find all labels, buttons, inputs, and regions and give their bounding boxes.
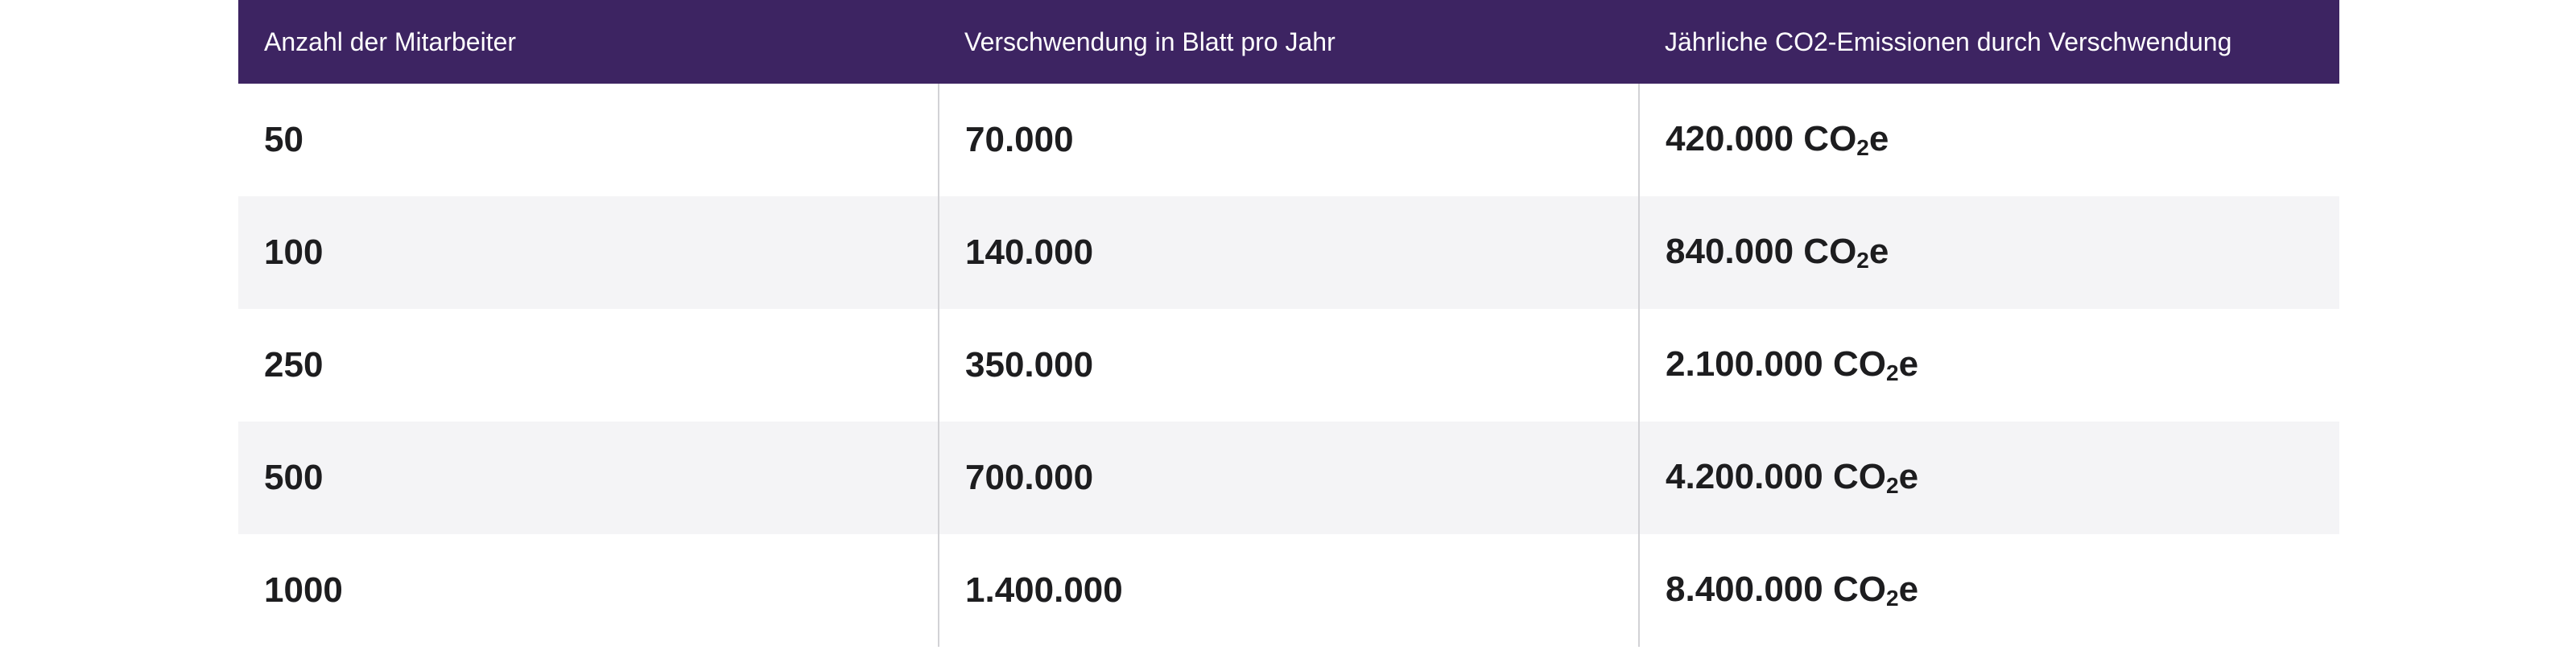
unit-suffix: e (1898, 457, 1919, 496)
unit-suffix: e (1868, 119, 1889, 158)
unit-sub: 2 (1885, 586, 1899, 611)
cell-employees: 1000 (238, 534, 939, 647)
cell-emissions: 4.200.000 CO2e (1638, 422, 2339, 534)
emissions-value: 4.200.000 (1666, 457, 1823, 496)
emissions-value: 2.100.000 (1666, 344, 1823, 384)
cell-sheets: 350.000 (938, 309, 1639, 422)
unit-prefix: CO (1832, 344, 1886, 384)
emissions-value: 8.400.000 (1666, 570, 1823, 609)
header-annual-co2: Jährliche CO2-Emissionen durch Verschwen… (1639, 0, 2339, 84)
table-header-row: Anzahl der Mitarbeiter Verschwendung in … (238, 0, 2339, 84)
cell-sheets: 70.000 (938, 84, 1639, 196)
cell-employees: 500 (238, 422, 939, 534)
table-row: 1000 1.400.000 8.400.000 CO2e (238, 534, 2339, 647)
unit-prefix: CO (1803, 119, 1857, 158)
unit-suffix: e (1898, 570, 1919, 609)
cell-employees: 50 (238, 84, 939, 196)
table-row: 250 350.000 2.100.000 CO2e (238, 309, 2339, 422)
unit-suffix: e (1868, 232, 1889, 271)
unit-suffix: e (1898, 344, 1919, 384)
unit-sub: 2 (1856, 135, 1869, 160)
cell-emissions: 840.000 CO2e (1638, 196, 2339, 309)
co2-waste-table: Anzahl der Mitarbeiter Verschwendung in … (238, 0, 2339, 647)
table-row: 100 140.000 840.000 CO2e (238, 196, 2339, 309)
emissions-value: 420.000 (1666, 119, 1794, 158)
table-row: 50 70.000 420.000 CO2e (238, 84, 2339, 196)
header-sheets-per-year: Verschwendung in Blatt pro Jahr (939, 0, 1639, 84)
cell-emissions: 2.100.000 CO2e (1638, 309, 2339, 422)
cell-emissions: 420.000 CO2e (1638, 84, 2339, 196)
header-employees: Anzahl der Mitarbeiter (238, 0, 939, 84)
unit-sub: 2 (1856, 248, 1869, 273)
unit-prefix: CO (1803, 232, 1857, 271)
unit-sub: 2 (1885, 360, 1899, 385)
unit-sub: 2 (1885, 473, 1899, 498)
table-row: 500 700.000 4.200.000 CO2e (238, 422, 2339, 534)
cell-emissions: 8.400.000 CO2e (1638, 534, 2339, 647)
unit-prefix: CO (1832, 457, 1886, 496)
emissions-value: 840.000 (1666, 232, 1794, 271)
cell-employees: 250 (238, 309, 939, 422)
unit-prefix: CO (1832, 570, 1886, 609)
cell-sheets: 1.400.000 (938, 534, 1639, 647)
cell-employees: 100 (238, 196, 939, 309)
cell-sheets: 140.000 (938, 196, 1639, 309)
cell-sheets: 700.000 (938, 422, 1639, 534)
